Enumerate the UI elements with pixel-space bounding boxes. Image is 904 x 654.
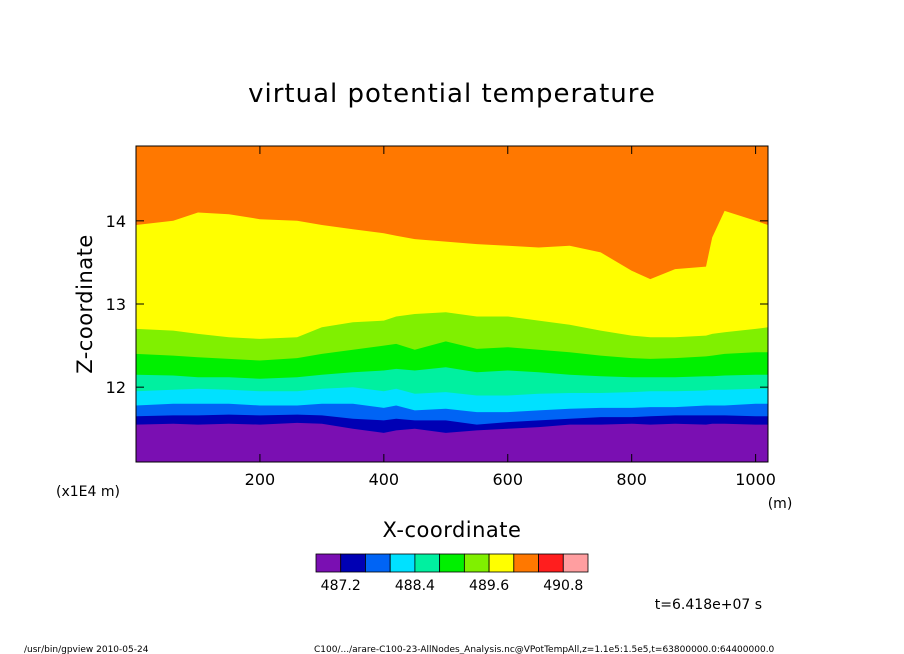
colorbar-swatch-2	[365, 553, 391, 573]
colorbar-swatch-4	[414, 553, 441, 573]
y-tick-label-2: 14	[106, 212, 126, 231]
axis-ticks: 200 400 600 800 1000 12 13 14	[106, 146, 776, 489]
y-axis-unit: (x1E4 m)	[56, 484, 120, 500]
x-tick-label-3: 800	[616, 470, 647, 489]
time-label: t=6.418e+07 s	[655, 597, 762, 613]
x-tick-label-2: 600	[492, 470, 523, 489]
y-tick-label-1: 13	[106, 295, 126, 314]
colorbar-label-3: 490.8	[543, 578, 583, 594]
x-tick-label-0: 200	[245, 470, 276, 489]
colorbar-swatch-1	[340, 553, 366, 573]
colorbar-swatch-9	[538, 553, 564, 573]
y-tick-label-0: 12	[106, 378, 126, 397]
contour-band-0	[136, 422, 768, 462]
colorbar-swatch-3	[389, 553, 416, 573]
footer-left: /usr/bin/gpview 2010-05-24	[24, 645, 149, 654]
colorbar-swatch-6	[463, 553, 490, 573]
x-axis-label: X-coordinate	[383, 518, 522, 542]
colorbar-swatch-10	[562, 553, 589, 573]
colorbar-label-2: 489.6	[469, 578, 509, 594]
x-tick-label-1: 400	[369, 470, 400, 489]
colorbar-swatch-7	[488, 553, 515, 573]
colorbar-label-0: 487.2	[321, 578, 361, 594]
colorbar-label-1: 488.4	[395, 578, 435, 594]
chart-title: virtual potential temperature	[248, 79, 656, 109]
footer-right: C100/.../arare-C100-23-AllNodes_Analysis…	[314, 645, 775, 654]
contour-fills	[136, 146, 768, 462]
x-axis-unit: (m)	[768, 496, 793, 512]
colorbar-swatch-0	[315, 553, 342, 573]
y-axis-label: Z-coordinate	[73, 234, 97, 374]
colorbar-swatch-8	[513, 553, 539, 573]
colorbar: 487.2 488.4 489.6 490.8	[315, 553, 589, 594]
x-tick-label-4: 1000	[735, 470, 776, 489]
colorbar-swatch-5	[439, 553, 465, 573]
